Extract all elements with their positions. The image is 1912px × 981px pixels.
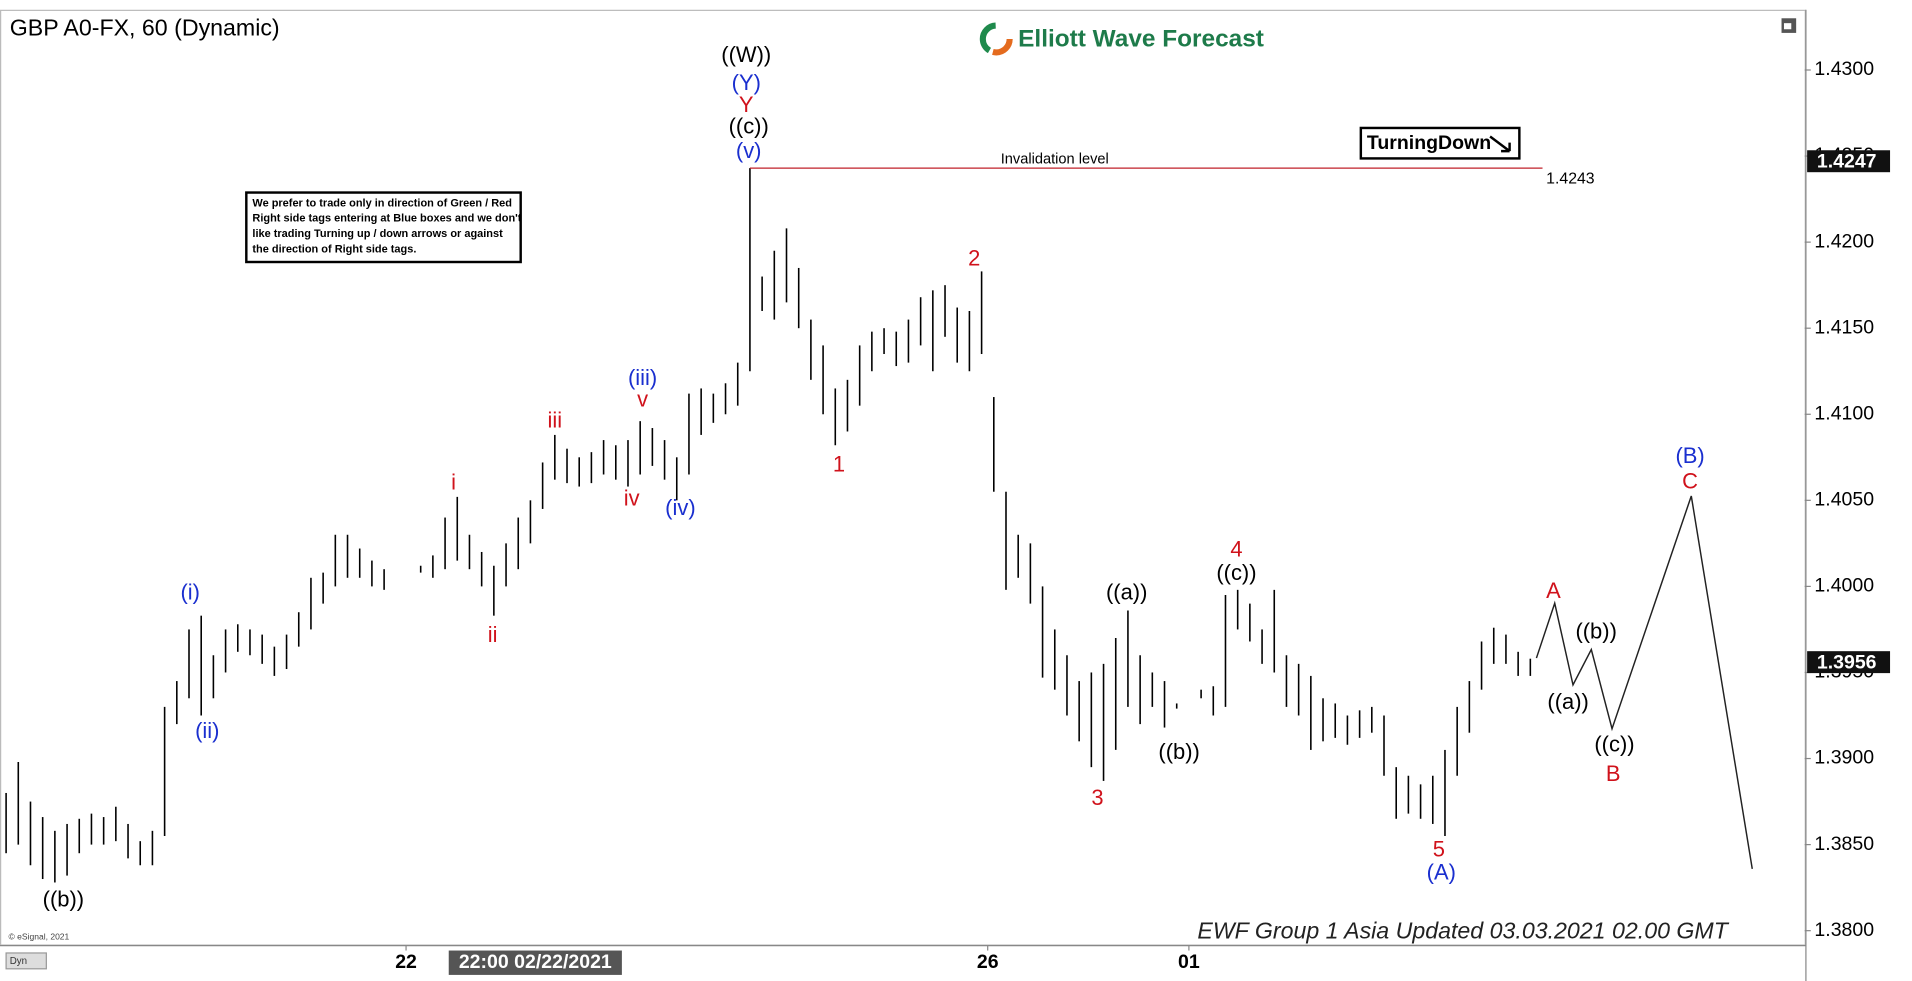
wave-label: (A) — [1427, 860, 1456, 885]
wave-label: ((W)) — [721, 42, 771, 67]
wave-label: 3 — [1091, 785, 1103, 810]
wave-label: ((b)) — [43, 886, 84, 911]
wave-label: ii — [488, 622, 498, 647]
wave-label: (iii) — [628, 365, 657, 390]
note-line: the direction of Right side tags. — [252, 243, 416, 255]
wave-label: 5 — [1433, 836, 1445, 861]
wave-label: B — [1606, 761, 1621, 786]
brand: Elliott Wave Forecast — [1018, 26, 1264, 53]
corner-tag-box — [5, 952, 47, 970]
wave-label: 4 — [1230, 537, 1242, 562]
logo-ring — [979, 22, 1013, 56]
wave-label: i — [451, 470, 456, 495]
chart-title: GBP A0-FX, 60 (Dynamic) — [10, 14, 280, 40]
wave-label: A — [1546, 578, 1561, 603]
y-tick-label: 1.4000 — [1814, 575, 1874, 597]
x-tick-label: 01 — [1178, 951, 1200, 973]
price-marker-label: 1.4247 — [1817, 151, 1877, 173]
logo-ring — [979, 22, 1013, 56]
wave-label: (Y) — [732, 70, 761, 95]
x-tick-label: 22 — [395, 951, 417, 973]
signal-frame — [1359, 126, 1521, 160]
y-tick-label: 1.3900 — [1814, 747, 1874, 769]
invalidation-label: Invalidation level — [1001, 151, 1109, 167]
wave-label: iii — [548, 407, 563, 432]
wave-label: ((b)) — [1158, 739, 1199, 764]
y-tick-label: 1.4050 — [1814, 488, 1874, 510]
projection-path — [1535, 495, 1753, 870]
note-line: like trading Turning up / down arrows or… — [252, 228, 503, 240]
x-tick-label: 26 — [977, 951, 999, 973]
wave-label: (B) — [1675, 443, 1704, 468]
copyright: © eSignal, 2021 — [9, 931, 70, 941]
y-tick-label: 1.4150 — [1814, 316, 1874, 338]
y-tick-label: 1.3850 — [1814, 833, 1874, 855]
wave-label: (v) — [736, 138, 762, 163]
wave-label: ((a)) — [1547, 689, 1588, 714]
y-tick-label: 1.3800 — [1814, 919, 1874, 941]
crosshair-label: 22:00 02/22/2021 — [459, 951, 612, 973]
corner-tag: Dyn — [10, 956, 27, 967]
wave-label: ((c)) — [729, 114, 769, 139]
wave-label: (iv) — [665, 495, 695, 520]
y-tick-label: 1.4200 — [1814, 230, 1874, 252]
window-icon — [1783, 23, 1792, 30]
note-line: We prefer to trade only in direction of … — [252, 197, 512, 209]
signal-text: TurningDown — [1367, 132, 1491, 154]
footer: EWF Group 1 Asia Updated 03.03.2021 02.0… — [1197, 917, 1729, 943]
y-tick-label: 1.4100 — [1814, 402, 1874, 424]
y-tick-label: 1.4300 — [1814, 58, 1874, 80]
signal-box: TurningDown — [1359, 126, 1521, 160]
price-marker — [1807, 150, 1891, 173]
wave-label: iv — [624, 485, 640, 510]
wave-label: (i) — [180, 579, 200, 604]
signal-arrow — [1489, 135, 1511, 153]
logo: Elliott Wave Forecast — [979, 22, 1264, 56]
wave-label: v — [637, 387, 648, 412]
price-marker-label: 1.3956 — [1817, 652, 1877, 674]
wave-label: ((a)) — [1106, 579, 1147, 604]
price-marker — [1807, 651, 1891, 674]
wave-label: Y — [739, 92, 754, 117]
wave-label: ((b)) — [1575, 618, 1616, 643]
note-box — [245, 191, 522, 264]
wave-label: (ii) — [195, 718, 219, 743]
wave-label: ((c)) — [1594, 732, 1634, 757]
wave-label: ((c)) — [1216, 560, 1256, 585]
note-line: Right side tags entering at Blue boxes a… — [252, 213, 521, 225]
wave-label: C — [1682, 468, 1698, 493]
invalidation-value: 1.4243 — [1546, 170, 1595, 187]
wave-label: 2 — [968, 245, 980, 270]
crosshair-box — [448, 950, 622, 975]
wave-label: 1 — [833, 451, 845, 476]
